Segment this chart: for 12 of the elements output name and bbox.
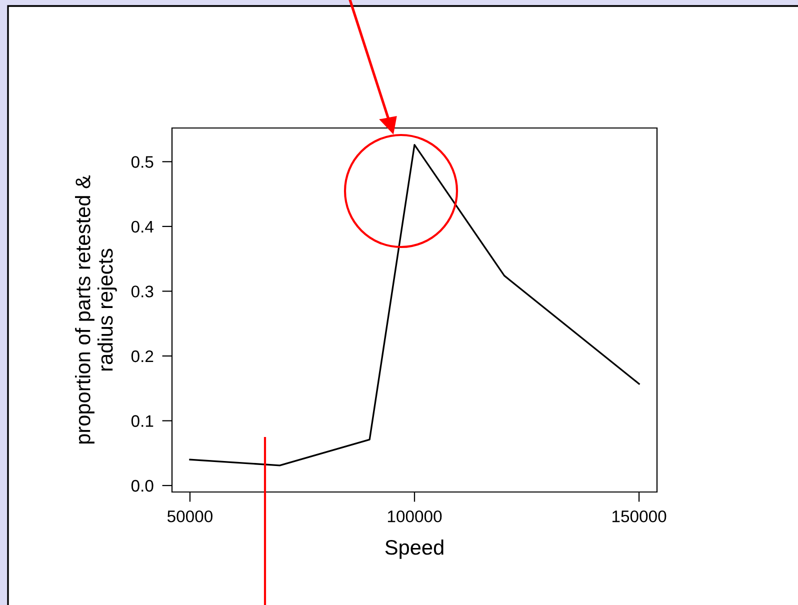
line-series [189, 144, 640, 466]
y-tick-label: 0.3 [131, 286, 154, 298]
x-tick-label: 150000 [612, 510, 666, 522]
x-axis-title: Speed [385, 539, 444, 559]
y-tick-label: 0.0 [131, 480, 154, 492]
y-tick-label: 0.2 [131, 350, 154, 362]
x-tick-label: 100000 [388, 510, 442, 522]
y-tick-label: 0.1 [131, 415, 154, 427]
y-axis-title: proportion of parts retested & radius rejects [75, 175, 117, 444]
y-tick-label: 0.5 [131, 156, 154, 168]
x-tick-label: 50000 [167, 510, 212, 522]
y-tick-label: 0.4 [131, 220, 154, 233]
